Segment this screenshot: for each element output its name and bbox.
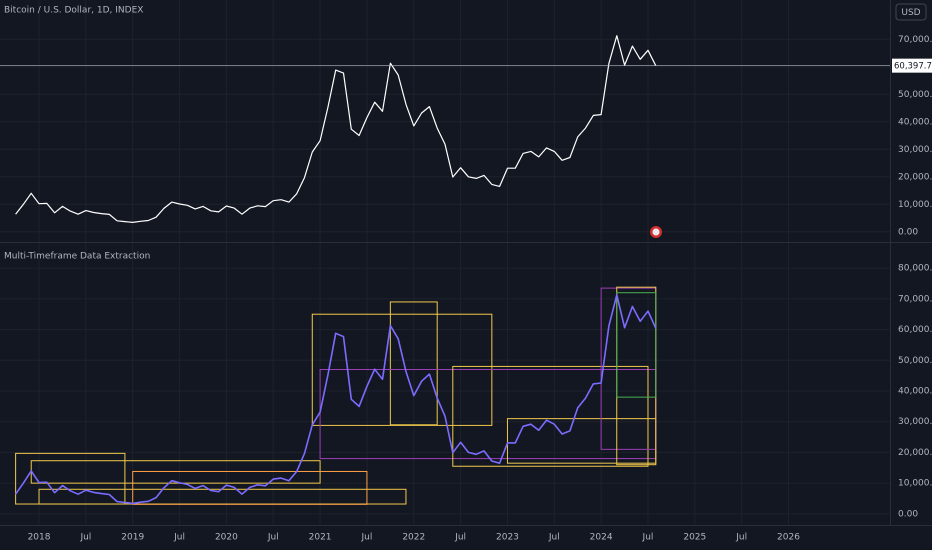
y-tick-label: 70,000.00 (898, 35, 932, 45)
last-price-label: 60,397.75 (894, 62, 932, 72)
x-tick-label: Jul (454, 533, 466, 543)
range-box (616, 292, 657, 398)
x-tick-label: Jul (79, 533, 91, 543)
x-tick-label: 2020 (215, 533, 238, 543)
x-tick-label: Jul (548, 533, 560, 543)
x-tick-label: 2024 (590, 533, 613, 543)
y-tick-label: 80,000.00 (898, 264, 932, 274)
y-tick-label: 60,000.00 (898, 325, 932, 335)
y-tick-label: 50,000.00 (898, 356, 932, 366)
y-tick-label: 50,000.00 (898, 90, 932, 100)
x-tick-label: Jul (735, 533, 747, 543)
y-tick-label: 10,000.00 (898, 479, 932, 489)
chart-title: Bitcoin / U.S. Dollar, 1D, INDEX (4, 6, 143, 16)
y-tick-label: 70,000.00 (898, 294, 932, 304)
y-tick-label: 10,000.00 (898, 200, 932, 210)
x-tick-label: 2022 (402, 533, 425, 543)
last-price-box (892, 58, 932, 73)
price-line (15, 35, 657, 223)
x-tick-label: Jul (173, 533, 185, 543)
x-tick-label: 2019 (121, 533, 144, 543)
y-tick-label: 30,000.00 (898, 145, 932, 155)
currency-button[interactable] (895, 3, 927, 21)
x-tick-label: 2026 (777, 533, 800, 543)
range-box (132, 470, 368, 505)
indicator-title: Multi-Timeframe Data Extraction (4, 252, 150, 262)
y-tick-label: 30,000.00 (898, 417, 932, 427)
y-tick-label: 40,000.00 (898, 117, 932, 127)
x-tick-label: 2021 (309, 533, 332, 543)
x-tick-label: 2023 (496, 533, 519, 543)
y-tick-label: 20,000.00 (898, 448, 932, 458)
y-tick-label: 40,000.00 (898, 387, 932, 397)
price-line (14, 294, 657, 505)
range-box (452, 365, 649, 467)
x-tick-label: Jul (642, 533, 654, 543)
y-tick-label: 20,000.00 (898, 172, 932, 182)
event-icon-inner (652, 228, 660, 236)
range-box (389, 301, 438, 426)
y-tick-label: 0.00 (898, 227, 918, 237)
y-tick-label: 0.00 (898, 509, 918, 519)
x-tick-label: 2025 (683, 533, 706, 543)
x-tick-label: Jul (267, 533, 279, 543)
currency-label[interactable]: USD (901, 8, 920, 18)
x-tick-label: 2018 (28, 533, 51, 543)
x-tick-label: Jul (361, 533, 373, 543)
